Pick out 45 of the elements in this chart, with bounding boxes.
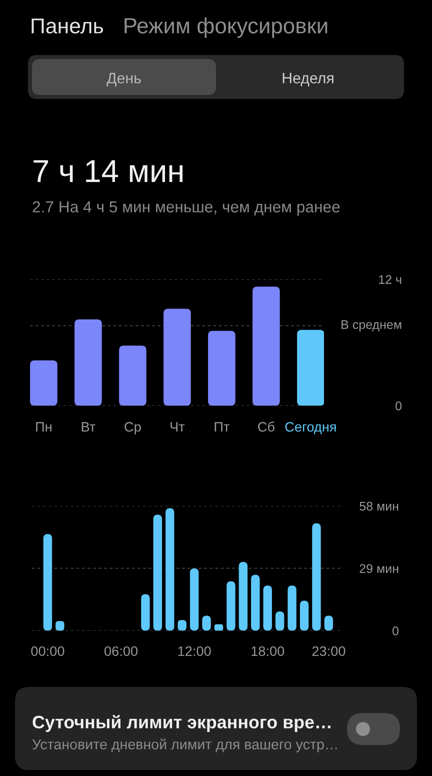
- x-tick-label: 06:00: [104, 646, 138, 656]
- x-tick-label: Ср: [124, 422, 141, 434]
- y-tick-label: 29 мин: [360, 564, 398, 573]
- ref-line-label: В среднем: [342, 320, 402, 332]
- bar: [208, 330, 236, 406]
- bar: [251, 574, 260, 631]
- bar: [190, 568, 199, 631]
- bar: [238, 562, 248, 631]
- x-tick-label: Пн: [36, 422, 52, 432]
- bar: [141, 594, 150, 631]
- bar: [226, 581, 236, 631]
- bar: [300, 600, 309, 631]
- x-tick-label: 23:00: [312, 646, 346, 656]
- x-tick-label: 18:00: [252, 646, 284, 656]
- bar: [74, 319, 102, 406]
- y-tick-label: 0: [392, 626, 399, 636]
- x-tick-label: 00:00: [31, 646, 64, 656]
- bar: [30, 360, 58, 406]
- text: Неделя: [282, 72, 334, 86]
- text: Установите дневной лимит для вашего устр…: [32, 738, 337, 752]
- x-tick-label: Сегодня: [285, 422, 336, 434]
- bar: [297, 330, 324, 406]
- y-tick-label: 0: [396, 402, 402, 410]
- x-tick-label: Пт: [214, 422, 230, 432]
- x-tick-label: Чт: [170, 422, 185, 432]
- x-tick-label: Вт: [82, 422, 96, 432]
- y-tick-label: 58 мин: [360, 502, 398, 511]
- x-tick-label: 12:00: [178, 646, 211, 656]
- bar: [288, 586, 296, 631]
- bar: [164, 308, 191, 406]
- text: День: [106, 72, 141, 86]
- text: Режим фокусировки: [124, 17, 328, 38]
- text: Суточный лимит экранного вре…: [32, 714, 330, 732]
- x-tick-label: Сб: [258, 422, 274, 432]
- text: Панель: [32, 18, 103, 34]
- bar: [252, 286, 280, 406]
- bar: [263, 586, 272, 631]
- chart-subtitle: 2.7 На 4 ч 5 мин меньше, чем днем ранее: [32, 201, 340, 216]
- bar: [43, 534, 52, 631]
- chart-title: 7 ч 14 мин: [34, 160, 182, 182]
- bar: [166, 508, 174, 631]
- bar: [312, 523, 321, 631]
- bar: [119, 346, 146, 406]
- y-tick-label: 12 ч: [379, 275, 402, 284]
- bar: [153, 514, 162, 631]
